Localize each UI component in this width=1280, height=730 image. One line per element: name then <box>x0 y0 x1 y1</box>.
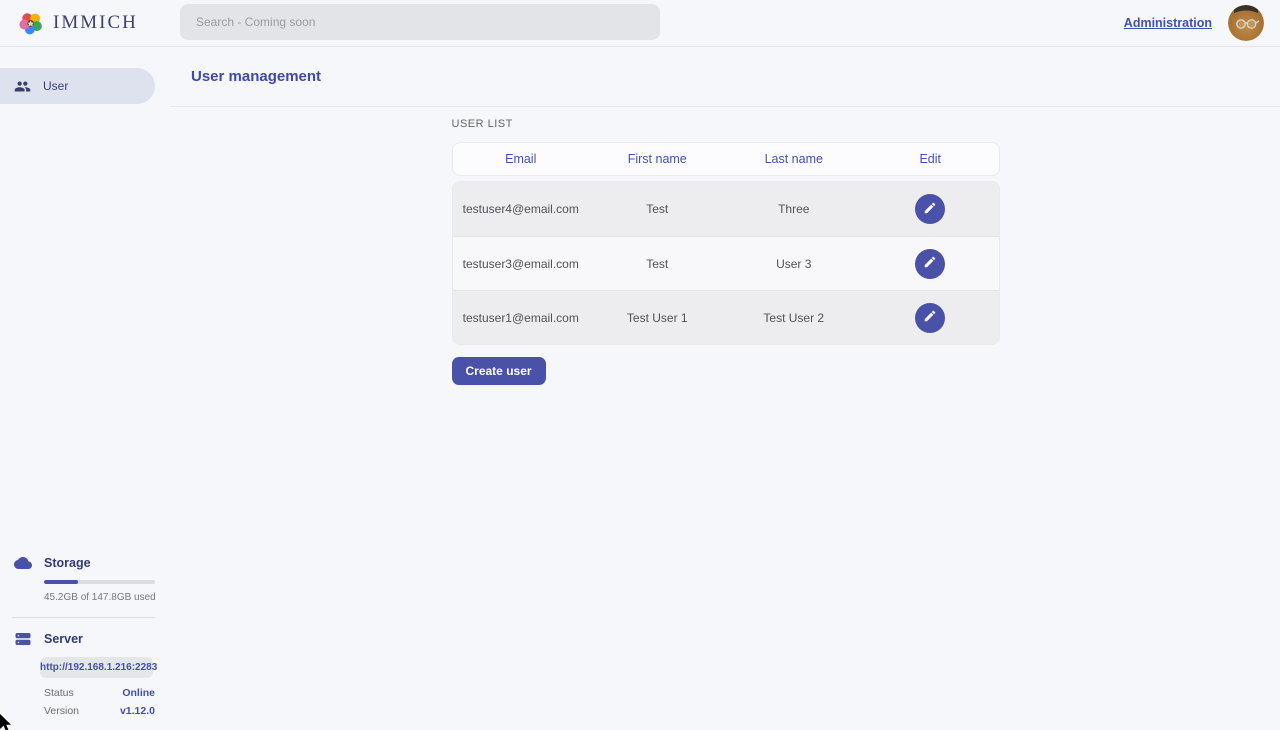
cell-edit <box>862 302 999 333</box>
cell-email: testuser3@email.com <box>462 256 579 271</box>
search-input[interactable] <box>180 4 660 40</box>
server-icon <box>14 630 32 648</box>
table-row: testuser3@email.com Test User 3 <box>452 236 999 290</box>
pencil-icon <box>923 201 937 218</box>
cell-email: testuser4@email.com <box>462 202 579 216</box>
sidebar-divider <box>12 617 155 618</box>
sidebar-item-label: User <box>43 79 69 93</box>
table-header-row: Email First name Last name Edit <box>451 142 1000 176</box>
cell-last-name: Three <box>778 202 810 216</box>
header-cell-first-name: First name <box>627 152 687 166</box>
storage-heading: Storage <box>0 554 171 572</box>
brand-wordmark: IMMICH <box>53 12 138 33</box>
status-value: Online <box>122 687 155 699</box>
edit-user-button[interactable] <box>915 302 946 333</box>
cell-first-name: Test User 1 <box>626 310 688 325</box>
storage-progress-track <box>44 580 155 584</box>
topbar: IMMICH Administration <box>0 0 1280 47</box>
create-user-button[interactable]: Create user <box>451 357 546 385</box>
section-label: USER LIST <box>451 118 513 130</box>
version-value: v1.12.0 <box>119 705 155 717</box>
cell-last-name: User 3 <box>776 256 812 271</box>
cell-edit <box>862 194 999 224</box>
cell-email: testuser1@email.com <box>462 310 579 325</box>
edit-user-button[interactable] <box>915 248 946 279</box>
storage-title: Storage <box>44 556 91 570</box>
edit-user-button[interactable] <box>915 194 946 224</box>
server-title: Server <box>44 632 83 646</box>
status-label: Status <box>44 687 74 699</box>
search-bar <box>180 4 660 40</box>
content-header: User management <box>171 47 1280 107</box>
cell-first-name: Test <box>646 202 669 216</box>
storage-progress-fill <box>44 580 79 584</box>
sidebar: User Storage 45.2GB of 147.8GB used <box>0 47 171 729</box>
sidebar-item-users[interactable]: User <box>0 68 155 104</box>
immich-logo-icon <box>18 10 44 36</box>
table-row: testuser1@email.com Test User 1 Test Use… <box>452 290 999 344</box>
cell-last-name: Test User 2 <box>763 310 825 325</box>
table-row: testuser4@email.com Test Three <box>452 182 999 236</box>
administration-link[interactable]: Administration <box>1123 16 1212 30</box>
pencil-icon <box>923 309 937 326</box>
version-label: Version <box>44 705 80 717</box>
server-heading: Server <box>0 630 171 648</box>
header-cell-last-name: Last name <box>764 152 823 166</box>
server-url-badge: http://192.168.1.216:2283 <box>40 657 157 678</box>
header-cell-edit: Edit <box>919 152 942 166</box>
cloud-icon <box>14 554 32 572</box>
header-cell-email: Email <box>505 152 537 166</box>
cell-first-name: Test <box>646 256 669 271</box>
server-version-row: Version v1.12.0 <box>44 705 155 717</box>
user-table: testuser4@email.com Test Three <box>451 181 1000 345</box>
brand: IMMICH <box>18 10 138 36</box>
topbar-right: Administration <box>1124 5 1264 41</box>
page-title: User management <box>191 68 322 85</box>
main-content: User management USER LIST Email First na… <box>171 47 1280 729</box>
pencil-icon <box>923 255 937 272</box>
storage-usage-text: 45.2GB of 147.8GB used <box>44 592 156 603</box>
server-status-row: Status Online <box>44 687 155 699</box>
cell-edit <box>862 248 999 279</box>
user-list-section: USER LIST Email First name Last name Edi… <box>451 107 1000 385</box>
sidebar-footer: Storage 45.2GB of 147.8GB used Server ht… <box>0 554 171 729</box>
page-body: User Storage 45.2GB of 147.8GB used <box>0 47 1280 729</box>
user-avatar[interactable] <box>1228 5 1264 41</box>
people-icon <box>14 78 31 95</box>
